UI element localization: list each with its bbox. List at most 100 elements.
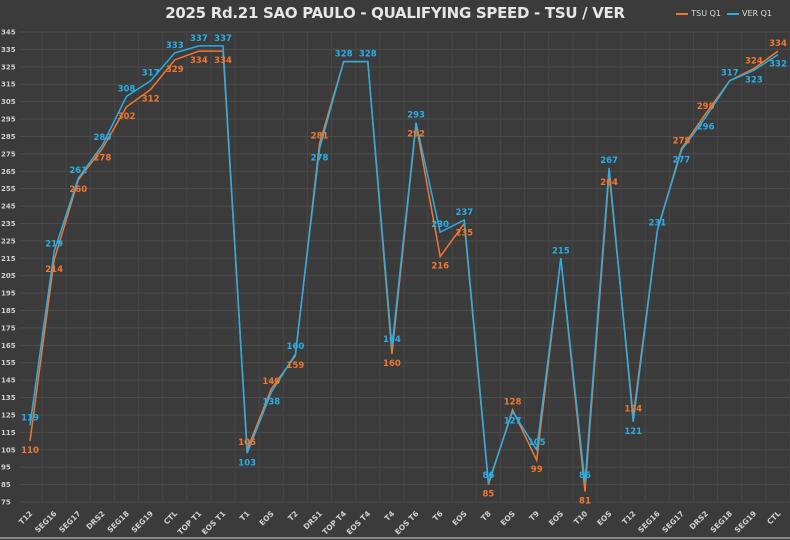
data-label-tsu: 214	[45, 265, 63, 275]
data-label-ver: 337	[190, 34, 208, 44]
x-tick-label: EOS	[450, 509, 468, 527]
y-tick-label: 255	[1, 185, 16, 193]
data-label-tsu: 334	[190, 56, 208, 66]
data-label-tsu: 110	[21, 446, 39, 456]
x-tick-label: T1	[238, 509, 252, 523]
x-tick-label: EOS	[547, 509, 565, 527]
data-label-tsu: 334	[769, 39, 787, 49]
x-tick-label: DRS2	[688, 509, 710, 531]
data-label-tsu: 329	[166, 65, 184, 75]
data-label-ver: 160	[287, 342, 305, 352]
y-tick-label: 165	[1, 342, 16, 350]
y-tick-label: 85	[1, 481, 11, 489]
x-tick-label: SEG19	[733, 509, 759, 535]
data-label-tsu: 278	[94, 154, 112, 164]
data-label-tsu: 264	[600, 178, 618, 188]
data-label-tsu: 159	[287, 361, 305, 371]
data-label-ver: 105	[528, 438, 546, 448]
x-tick-label: CTL	[162, 509, 179, 526]
x-tick-label: SEG16	[636, 509, 662, 535]
legend: TSU Q1 VER Q1	[676, 9, 772, 18]
data-label-ver: 293	[407, 111, 425, 121]
data-label-ver: 308	[118, 84, 136, 94]
y-tick-label: 335	[1, 46, 16, 54]
x-tick-label: TOP T1	[176, 509, 204, 537]
y-tick-label: 105	[1, 446, 16, 454]
y-tick-label: 215	[1, 255, 16, 263]
data-label-ver: 332	[769, 60, 787, 70]
x-tick-label: EOS	[595, 509, 613, 527]
data-label-ver: 103	[238, 458, 256, 468]
data-label-ver: 277	[673, 155, 691, 165]
data-label-tsu: 302	[118, 112, 136, 122]
data-label-tsu: 235	[455, 228, 473, 238]
data-label-ver: 328	[359, 50, 377, 60]
x-tick-label: SEG18	[105, 509, 131, 535]
data-label-ver: 138	[262, 397, 280, 407]
x-tick-label: EOS	[257, 509, 275, 527]
y-tick-label: 185	[1, 307, 16, 315]
data-label-ver: 219	[45, 239, 63, 249]
data-label-ver: 86	[579, 471, 591, 481]
x-tick-label: T6	[431, 509, 445, 523]
y-tick-label: 285	[1, 133, 16, 141]
legend-item-tsu: TSU Q1	[676, 9, 721, 18]
x-tick-label: EOS	[499, 509, 517, 527]
data-label-tsu: 105	[238, 438, 256, 448]
data-label-tsu: 99	[531, 465, 543, 475]
x-tick-label: EOS T6	[393, 509, 420, 536]
y-tick-label: 275	[1, 150, 16, 158]
data-label-ver: 317	[142, 69, 160, 79]
data-label-tsu: 140	[262, 377, 280, 387]
data-label-tsu: 281	[311, 131, 329, 141]
data-label-tsu: 334	[214, 56, 232, 66]
data-label-ver: 121	[624, 427, 642, 437]
x-tick-label: T2	[286, 509, 300, 523]
x-tick-label: SEG18	[709, 509, 735, 535]
data-label-tsu: 160	[383, 359, 401, 369]
legend-label-tsu: TSU Q1	[691, 9, 721, 18]
x-tick-label: T10	[572, 509, 589, 526]
data-label-tsu: 85	[483, 490, 495, 500]
x-tick-label: TOP T4	[321, 509, 349, 537]
data-label-ver: 215	[552, 246, 570, 256]
chart-title: 2025 Rd.21 SAO PAULO - QUALIFYING SPEED …	[165, 4, 625, 22]
x-tick-label: SEG19	[130, 509, 156, 535]
y-tick-label: 75	[1, 499, 11, 507]
data-label-ver: 237	[455, 208, 473, 218]
x-tick-label: SEG16	[33, 509, 59, 535]
data-label-tsu: 260	[69, 185, 87, 195]
data-label-tsu: 312	[142, 94, 160, 104]
y-tick-label: 195	[1, 290, 16, 298]
y-tick-label: 155	[1, 359, 16, 367]
y-tick-label: 225	[1, 237, 16, 245]
y-tick-label: 125	[1, 411, 16, 419]
data-label-ver: 333	[166, 41, 184, 51]
data-label-tsu: 298	[697, 102, 715, 112]
data-label-ver: 231	[648, 218, 666, 228]
data-label-ver: 280	[94, 133, 112, 143]
data-label-ver: 328	[335, 50, 353, 60]
data-label-tsu: 128	[504, 398, 522, 408]
x-tick-label: CTL	[765, 509, 782, 526]
x-tick-label: SEG17	[57, 509, 83, 535]
y-tick-label: 295	[1, 116, 16, 124]
x-tick-label: T12	[17, 509, 34, 526]
x-tick-label: T12	[620, 509, 637, 526]
x-tick-label: T8	[479, 509, 493, 523]
data-label-ver: 127	[504, 416, 522, 426]
data-label-ver: 267	[600, 156, 618, 166]
x-tick-label: EOS T4	[345, 509, 372, 536]
data-label-tsu: 216	[431, 262, 449, 272]
legend-swatch-ver	[726, 12, 739, 15]
x-tick-label: T4	[383, 509, 397, 523]
y-tick-label: 175	[1, 324, 16, 332]
y-tick-label: 305	[1, 98, 16, 106]
data-label-ver: 119	[21, 413, 39, 423]
legend-swatch-tsu	[676, 12, 689, 15]
y-tick-label: 205	[1, 272, 16, 280]
data-label-ver: 86	[483, 471, 495, 481]
y-tick-label: 145	[1, 377, 16, 385]
y-tick-label: 115	[1, 429, 16, 437]
